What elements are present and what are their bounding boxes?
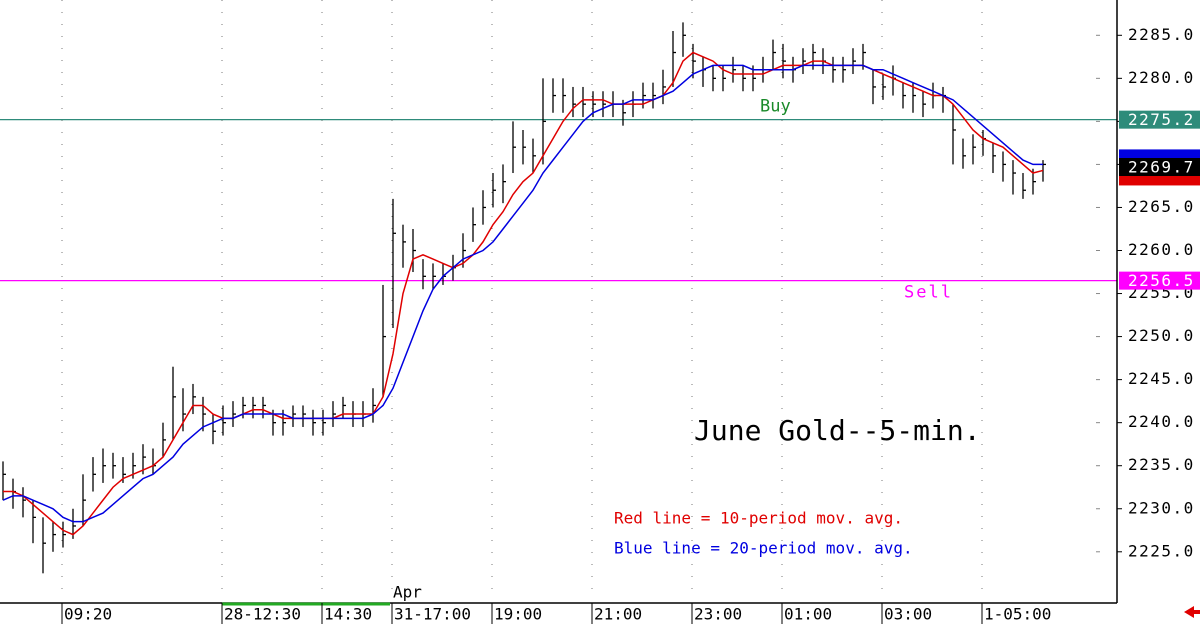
x-tick-label: 23:00 [694, 605, 742, 624]
grid-layer [61, 0, 1100, 600]
scroll-arrow[interactable] [1184, 606, 1200, 618]
level-box [1119, 271, 1200, 290]
x-tick-label: 09:20 [64, 605, 112, 624]
last-price-box [1119, 158, 1200, 177]
level-box [1119, 110, 1200, 129]
last-price: 2269.7 [1128, 158, 1195, 177]
x-tick-label: 01:00 [784, 605, 832, 624]
x-tick-label: 1-05:00 [984, 605, 1051, 624]
y-tick-label: 2280.0 [1128, 68, 1195, 87]
y-tick-label: 2260.0 [1128, 240, 1195, 259]
y-tick-label: 2265.0 [1128, 197, 1195, 216]
y-tick-label: 2245.0 [1128, 369, 1195, 388]
x-tick-label: 03:00 [884, 605, 932, 624]
legend-note: Red line = 10-period mov. avg. [614, 509, 903, 528]
y-tick-label: 2235.0 [1128, 455, 1195, 474]
moving-average-line [2, 64, 1043, 523]
month-label: Apr [393, 583, 422, 602]
x-tick-label: 31-17:00 [394, 605, 471, 624]
chart-title: June Gold--5-min. [694, 414, 981, 447]
level-value: 2275.2 [1128, 110, 1195, 129]
x-tick-label: 19:00 [494, 605, 542, 624]
level-label: Buy [760, 97, 791, 117]
x-tick-label: 14:30 [324, 605, 372, 624]
level-value: 2256.5 [1128, 271, 1195, 290]
legend-note: Blue line = 20-period mov. avg. [614, 539, 913, 558]
notes: Red line = 10-period mov. avg. Blue line … [614, 509, 913, 558]
y-tick-label: 2250.0 [1128, 326, 1195, 345]
y-tick-label: 2230.0 [1128, 498, 1195, 517]
level-label: Sell [904, 283, 953, 303]
y-tick-label: 2240.0 [1128, 412, 1195, 431]
y-tick-label: 2285.0 [1128, 25, 1195, 44]
ma-layer [2, 51, 1044, 536]
x-tick-label: 28-12:30 [224, 605, 301, 624]
y-tick-label: 2225.0 [1128, 541, 1195, 560]
x-tick-label: 21:00 [594, 605, 642, 624]
price-boxes: 2275.2 2256.5 2269.7 [1119, 110, 1200, 290]
level-layer: Buy Sell [0, 97, 1117, 303]
